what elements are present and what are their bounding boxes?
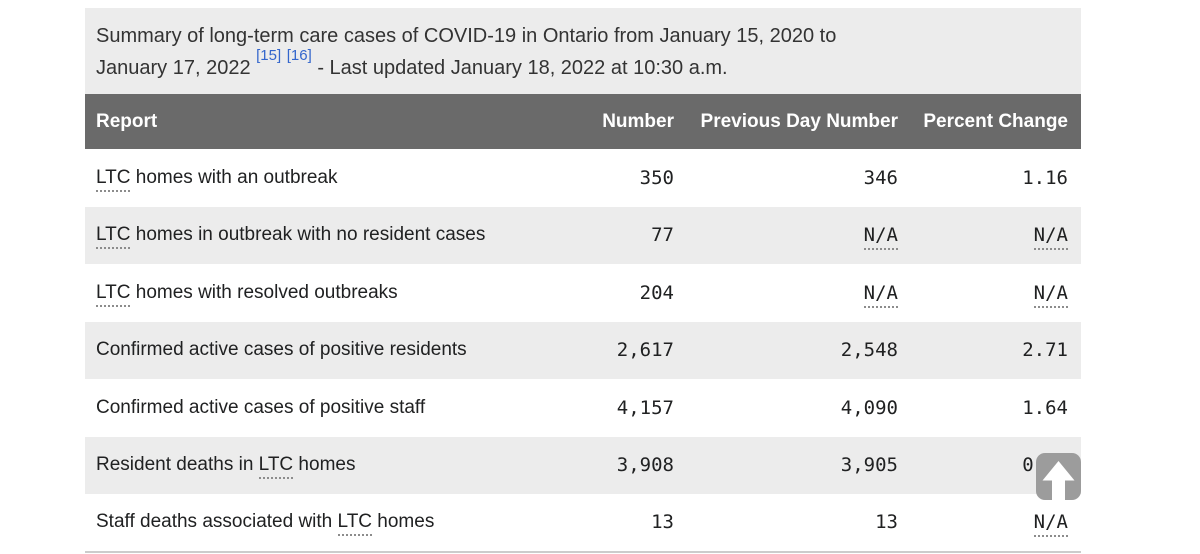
report-text: homes with an outbreak [130,166,338,188]
report-text: homes [372,511,435,533]
number-value: 77 [651,224,674,247]
report-cell: Confirmed active cases of positive resid… [85,321,565,379]
reference-link-16[interactable]: [16] [286,47,312,65]
report-text: Staff deaths associated with [96,511,338,533]
caption-last-updated: - Last updated January 18, 2022 at 10:30… [317,57,728,79]
previous-day-value: 2,548 [840,339,898,362]
col-header-number: Number [565,94,687,149]
number-value: 350 [639,166,674,189]
percent-change-cell: N/A [911,206,1081,264]
number-value: 4,157 [616,396,674,419]
percent-change-cell: 1.64 [911,379,1081,437]
ltc-summary-table: Report Number Previous Day Number Percen… [85,94,1081,553]
previous-day-value: 3,905 [840,454,898,477]
percent-change-cell: 2.71 [911,321,1081,379]
table-row: Confirmed active cases of positive staff… [85,379,1081,437]
report-cell: Staff deaths associated with LTC homes [85,494,565,552]
previous-day-value: N/A [863,224,898,251]
previous-day-cell: N/A [687,206,911,264]
percent-change-value: N/A [1033,224,1068,251]
ltc-summary-table-wrap: Summary of long-term care cases of COVID… [85,8,1081,553]
header-row: Report Number Previous Day Number Percen… [85,94,1081,149]
number-cell: 3,908 [565,436,687,494]
report-text: Confirmed active cases of positive resid… [96,339,467,361]
previous-day-cell: 13 [687,494,911,552]
ltc-abbr: LTC [258,454,294,480]
report-text: Resident deaths in [96,454,259,476]
number-cell: 2,617 [565,321,687,379]
number-cell: 350 [565,149,687,207]
percent-change-value: N/A [1033,511,1068,538]
previous-day-cell: 4,090 [687,379,911,437]
table-row: Staff deaths associated with LTC homes 1… [85,494,1081,552]
number-cell: 77 [565,206,687,264]
number-cell: 204 [565,264,687,322]
number-value: 13 [651,511,674,534]
ltc-abbr: LTC [337,511,373,537]
report-cell: LTC homes with resolved outbreaks [85,264,565,322]
number-value: 204 [639,281,674,304]
table-row: LTC homes with an outbreak 350 346 1.16 [85,149,1081,207]
number-cell: 4,157 [565,379,687,437]
caption-line1: Summary of long-term care cases of COVID… [96,25,837,47]
table-row: LTC homes with resolved outbreaks 204 N/… [85,264,1081,322]
caption-line2-date: January 17, 2022 [96,57,251,79]
report-cell: Resident deaths in LTC homes [85,436,565,494]
percent-change-value: 1.64 [1022,396,1068,419]
previous-day-cell: 3,905 [687,436,911,494]
report-cell: LTC homes in outbreak with no resident c… [85,206,565,264]
number-cell: 13 [565,494,687,552]
report-text: homes [293,454,356,476]
previous-day-value: 13 [875,511,898,534]
up-arrow-icon [1036,453,1081,500]
percent-change-cell: N/A [911,494,1081,552]
percent-change-cell: 1.16 [911,149,1081,207]
col-header-previous-day-number: Previous Day Number [687,94,911,149]
ltc-abbr: LTC [96,281,131,307]
table-row: LTC homes in outbreak with no resident c… [85,206,1081,264]
previous-day-cell: N/A [687,264,911,322]
previous-day-cell: 346 [687,149,911,207]
number-value: 3,908 [616,454,674,477]
percent-change-value: 2.71 [1022,339,1068,362]
scroll-to-top-button[interactable] [1036,453,1081,500]
report-cell: Confirmed active cases of positive staff [85,379,565,437]
previous-day-value: N/A [863,281,898,308]
previous-day-value: 346 [863,166,898,189]
reference-16: [16] [287,47,312,64]
ltc-abbr: LTC [96,224,131,250]
percent-change-value: 1.16 [1022,166,1068,189]
percent-change-value: N/A [1033,281,1068,308]
previous-day-cell: 2,548 [687,321,911,379]
col-header-percent-change: Percent Change [911,94,1081,149]
col-header-report: Report [85,94,565,149]
table-row: Confirmed active cases of positive resid… [85,321,1081,379]
reference-link-15[interactable]: [15] [256,47,282,65]
previous-day-value: 4,090 [840,396,898,419]
report-text: homes with resolved outbreaks [130,281,398,303]
report-cell: LTC homes with an outbreak [85,149,565,207]
number-value: 2,617 [616,339,674,362]
report-text: Confirmed active cases of positive staff [96,396,426,418]
table-row: Resident deaths in LTC homes 3,908 3,905… [85,436,1081,494]
table-caption: Summary of long-term care cases of COVID… [85,8,1081,94]
ltc-abbr: LTC [96,166,131,192]
reference-15: [15] [256,47,281,64]
report-text: homes in outbreak with no resident cases [130,224,486,246]
percent-change-cell: N/A [911,264,1081,322]
